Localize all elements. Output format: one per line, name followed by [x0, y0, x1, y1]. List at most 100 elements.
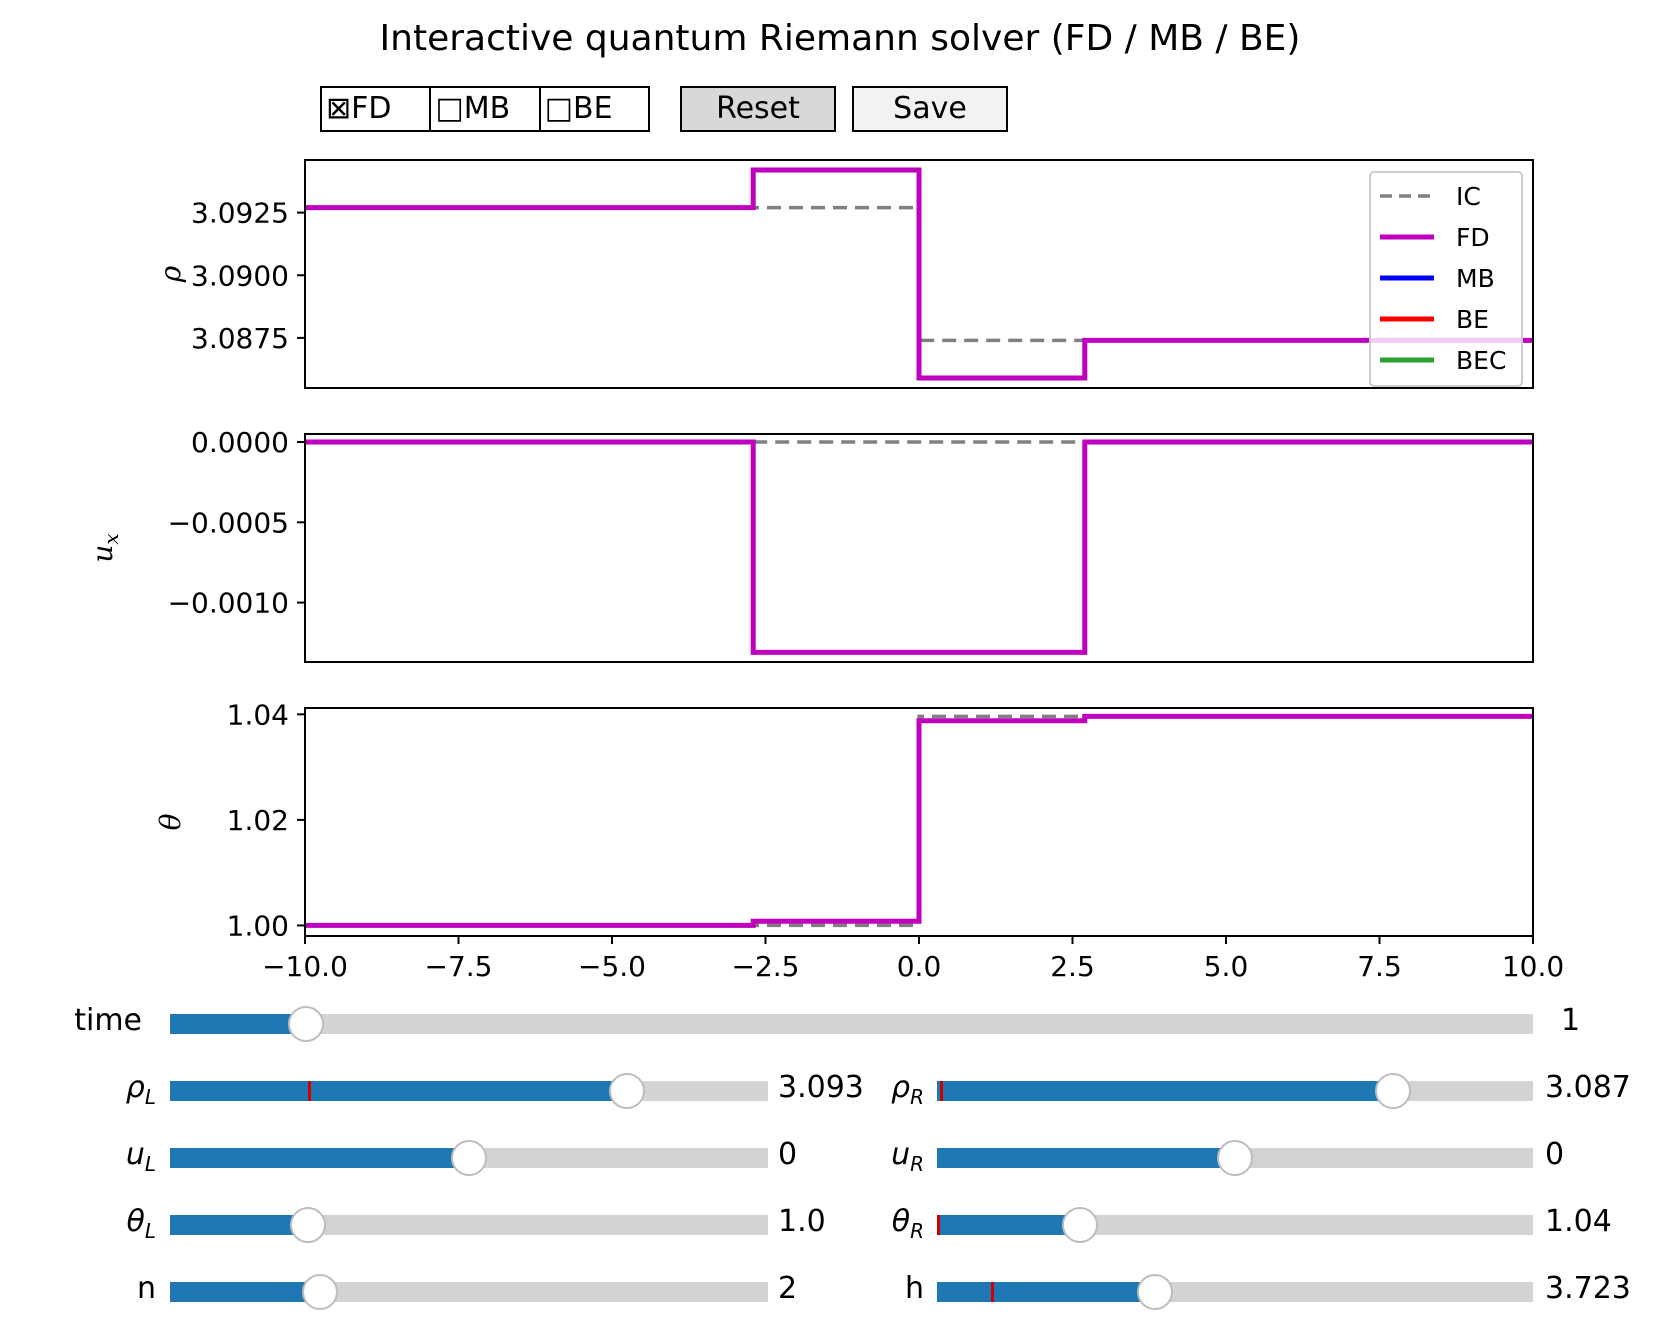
- xtick-label: 5.0: [1204, 950, 1249, 983]
- slider-rho-right-fill: [937, 1081, 1393, 1101]
- slider-n-value: 2: [778, 1271, 798, 1306]
- figure-title: Interactive quantum Riemann solver (FD /…: [379, 18, 1301, 59]
- reset-button[interactable]: Reset: [680, 86, 836, 132]
- slider-time-handle[interactable]: [288, 1006, 325, 1042]
- save-button[interactable]: Save: [852, 86, 1008, 132]
- slider-rho-left-initial-marker: [307, 1081, 311, 1101]
- slider-theta-right-track[interactable]: [937, 1207, 1533, 1243]
- ylabel-rho: ρ: [154, 265, 187, 283]
- slider-rho-left-value: 3.093: [778, 1070, 864, 1105]
- xtick-label: 0.0: [897, 950, 942, 983]
- slider-theta-left-track[interactable]: [170, 1207, 768, 1243]
- xtick-label: −10.0: [262, 950, 348, 983]
- slider-theta-right-value: 1.04: [1545, 1204, 1612, 1239]
- slider-rho-left-handle[interactable]: [609, 1073, 646, 1109]
- slider-time-fill: [170, 1014, 307, 1034]
- slider-n-handle[interactable]: [301, 1274, 338, 1310]
- xtick-label: 7.5: [1357, 950, 1402, 983]
- slider-u-right-track[interactable]: [937, 1140, 1533, 1176]
- legend-label-fd: FD: [1456, 223, 1490, 252]
- slider-h-track[interactable]: [937, 1274, 1533, 1310]
- panel-rho: 3.0875 3.0900 3.0925 ρ IC FD MB BE BEC: [154, 159, 1534, 389]
- slider-theta-left-handle[interactable]: [289, 1207, 326, 1243]
- series-fd-rho: [305, 167, 1533, 381]
- ytick-label-theta: 1.02: [227, 804, 289, 837]
- plot-area: 3.08753.09003.0925ρICFDMBBEBEC−0.0010−0.…: [86, 159, 1564, 983]
- series-fd-ux: [305, 439, 1533, 655]
- ytick-label-ux: 0.0000: [191, 426, 289, 459]
- slider-rho-right-handle[interactable]: [1374, 1073, 1411, 1109]
- checkbox-be[interactable]: □BE: [541, 88, 648, 130]
- slider-theta-left-value: 1.0: [778, 1204, 826, 1239]
- slider-rho-right-track[interactable]: [937, 1073, 1533, 1109]
- slider-theta-left-label: θL: [126, 1204, 156, 1243]
- checkbox-fd-label: FD: [351, 91, 392, 126]
- xtick-label: −2.5: [732, 950, 800, 983]
- ytick-label-theta: 1.00: [227, 909, 289, 942]
- legend-label-mb: MB: [1456, 264, 1495, 293]
- slider-time-value: 1: [1561, 1003, 1581, 1038]
- ylabel-theta: θ: [154, 813, 187, 830]
- axes-frame-ux: [304, 433, 1534, 663]
- ytick-label-rho: 3.0875: [191, 322, 289, 355]
- checkbox-mb[interactable]: □MB: [431, 88, 541, 130]
- series-checkboxes: ⊠FD □MB □BE: [320, 86, 650, 132]
- slider-rho-right-value: 3.087: [1545, 1070, 1631, 1105]
- slider-u-left-fill: [170, 1148, 469, 1168]
- ytick-label-ux: −0.0010: [168, 587, 289, 620]
- axes-frame-rho: [304, 159, 1534, 389]
- slider-u-right-handle[interactable]: [1217, 1140, 1253, 1176]
- checkbox-fd-glyph: ⊠: [326, 91, 352, 126]
- slider-u-left-handle[interactable]: [451, 1140, 487, 1176]
- slider-time-label: time: [74, 1003, 142, 1038]
- slider-theta-right-initial-marker: [937, 1215, 940, 1235]
- slider-u-right-fill: [937, 1148, 1235, 1168]
- slider-u-left-track[interactable]: [170, 1140, 768, 1176]
- xtick-label: 2.5: [1050, 950, 1095, 983]
- slider-h-handle[interactable]: [1136, 1274, 1173, 1310]
- slider-rho-left-track[interactable]: [170, 1073, 768, 1109]
- slider-theta-left-fill: [170, 1215, 308, 1235]
- xtick-label: −7.5: [425, 950, 493, 983]
- slider-rho-right-initial-marker: [939, 1081, 943, 1101]
- slider-u-left-label: uL: [125, 1137, 156, 1176]
- ylabel-ux: ux: [86, 533, 123, 562]
- slider-rho-left-fill: [170, 1081, 628, 1101]
- ytick-label-ux: −0.0005: [168, 506, 289, 539]
- slider-theta-right-label: θR: [891, 1204, 924, 1243]
- slider-rho-right-label: ρR: [891, 1070, 924, 1109]
- legend: IC FD MB BE BEC: [1369, 171, 1523, 387]
- ylabel-subscript: x: [99, 533, 123, 544]
- checkbox-be-glyph: □: [544, 91, 574, 126]
- series-fd-theta: [305, 713, 1533, 928]
- legend-label-ic: IC: [1456, 182, 1481, 211]
- ytick-label-theta: 1.04: [227, 698, 289, 731]
- xtick-label: 10.0: [1502, 950, 1564, 983]
- slider-u-right-label: uR: [891, 1137, 924, 1176]
- slider-h-value: 3.723: [1545, 1271, 1631, 1306]
- checkbox-mb-glyph: □: [435, 91, 464, 126]
- slider-rho-left-label: ρL: [125, 1070, 156, 1109]
- slider-theta-right-handle[interactable]: [1062, 1207, 1099, 1243]
- legend-label-be: BE: [1456, 305, 1489, 334]
- slider-h-initial-marker: [990, 1282, 994, 1302]
- slider-u-right-value: 0: [1545, 1137, 1565, 1172]
- ytick-label-rho: 3.0900: [191, 259, 289, 292]
- legend-box: [1369, 171, 1523, 387]
- panel-ux: −0.0010 −0.0005 0.0000 ux: [86, 426, 1534, 663]
- slider-n-track[interactable]: [170, 1274, 768, 1310]
- checkbox-be-label: BE: [573, 91, 613, 126]
- slider-h-label: h: [904, 1271, 924, 1306]
- xtick-label: −5.0: [578, 950, 646, 983]
- ytick-label-rho: 3.0925: [191, 197, 289, 230]
- slider-time-track[interactable]: [170, 1006, 1533, 1042]
- slider-theta-right-fill: [937, 1215, 1081, 1235]
- panel-theta: 1.00 1.02 1.04 θ −10.0 −7.5 −5.0 −2.5 0.0 2.5 5.0 7…: [154, 698, 1564, 983]
- checkbox-fd[interactable]: ⊠FD: [322, 88, 432, 130]
- checkbox-mb-label: MB: [463, 91, 511, 126]
- slider-u-left-value: 0: [778, 1137, 798, 1172]
- slider-h-fill: [937, 1282, 1155, 1302]
- slider-n-label: n: [136, 1271, 156, 1306]
- slider-n-fill: [170, 1282, 320, 1302]
- legend-label-bec: BEC: [1456, 346, 1506, 375]
